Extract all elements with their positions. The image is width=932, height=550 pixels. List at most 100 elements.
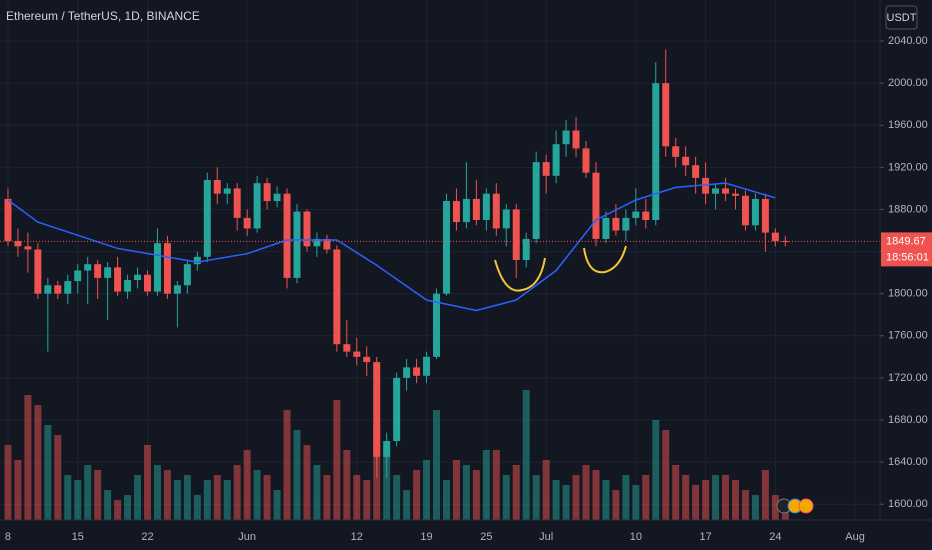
candle-body <box>562 130 570 145</box>
volume-bar <box>761 470 769 520</box>
volume-bar <box>452 460 460 520</box>
volume-bar <box>492 450 500 520</box>
volume-bar <box>94 470 102 520</box>
volume-bar <box>193 495 201 520</box>
last-price-tag <box>881 232 932 267</box>
volume-bar <box>14 460 22 520</box>
volume-bar <box>542 460 550 520</box>
y-tick-label: 1680.00 <box>888 414 928 426</box>
x-tick-label: 15 <box>72 531 84 543</box>
candle-body <box>741 195 749 226</box>
drawing-arc <box>583 245 627 274</box>
candle-body <box>273 193 281 202</box>
volume-bar <box>34 405 42 520</box>
volume-bar <box>163 470 171 520</box>
candle-body <box>163 243 171 294</box>
x-tick-label: Jun <box>238 531 256 543</box>
volume-bar <box>532 475 540 520</box>
moving-average <box>7 182 776 312</box>
candle-body <box>243 217 251 229</box>
volume-bar <box>253 470 261 520</box>
candle-body <box>343 344 351 352</box>
x-tick-label: 22 <box>141 531 153 543</box>
candle-body <box>373 362 381 457</box>
x-tick-label: 17 <box>699 531 711 543</box>
candle-body <box>732 193 739 196</box>
y-tick-label: 2000.00 <box>888 77 928 89</box>
drawing-arc <box>494 257 546 292</box>
volume-bar <box>24 395 32 520</box>
candle-body <box>233 188 241 218</box>
volume-bar <box>413 470 421 520</box>
volume-bar <box>273 490 281 520</box>
volume-bar <box>522 390 530 520</box>
candle-body <box>14 241 22 247</box>
x-tick-label: 25 <box>480 531 492 543</box>
candle-body <box>702 177 710 194</box>
volume-bar <box>173 480 181 520</box>
candle-body <box>502 209 510 229</box>
candle-body <box>761 198 769 233</box>
candle-body <box>482 193 490 220</box>
candle-body <box>403 367 411 378</box>
volume-bar <box>353 475 361 520</box>
x-tick-label: 8 <box>5 531 11 543</box>
candle-body <box>602 217 610 239</box>
volume-bar <box>313 465 321 520</box>
candle-body <box>313 238 321 247</box>
volume-bar <box>732 480 739 520</box>
volume-bar <box>153 465 161 520</box>
volume-bar <box>632 485 640 520</box>
volume-bar <box>124 495 132 520</box>
volume-bar <box>54 435 62 520</box>
candle-body <box>622 217 630 231</box>
y-tick-label: 1800.00 <box>888 288 928 300</box>
y-tick-label: 1880.00 <box>888 203 928 215</box>
candle-body <box>173 285 181 294</box>
x-tick-label: 10 <box>630 531 642 543</box>
volume-bar <box>502 475 510 520</box>
volume-bar <box>433 410 440 520</box>
candle-body <box>442 201 450 294</box>
y-tick-label: 1760.00 <box>888 330 928 342</box>
last-price-label: 1849.67 <box>886 235 926 247</box>
volume-bar <box>771 495 779 520</box>
volume-bar <box>213 475 221 520</box>
volume-bar <box>652 420 660 520</box>
volume-bar <box>383 450 391 520</box>
y-tick-label: 2040.00 <box>888 35 928 47</box>
volume-bar <box>692 485 700 520</box>
candle-body <box>104 267 112 278</box>
candle-body <box>353 351 361 357</box>
candle-body <box>582 148 590 173</box>
candle-body <box>612 217 620 231</box>
currency-button-frame[interactable] <box>885 5 918 30</box>
volume-bar <box>622 475 630 520</box>
volume-bar <box>393 475 401 520</box>
volume-bar <box>4 445 12 520</box>
volume-bar <box>712 475 720 520</box>
currency-button[interactable]: USDT <box>887 12 917 24</box>
y-tick-label: 1600.00 <box>888 498 928 510</box>
candle-body <box>552 144 560 176</box>
volume-bar <box>462 465 470 520</box>
candle-body <box>64 281 72 294</box>
volume-bar <box>702 480 710 520</box>
candle-body <box>751 198 759 226</box>
volume-bar <box>303 445 311 520</box>
candle-body <box>642 211 650 220</box>
volume-bar <box>423 460 431 520</box>
candle-body <box>393 377 401 442</box>
candle-body <box>84 264 92 271</box>
candle-body <box>94 264 102 278</box>
candle-body <box>124 280 132 292</box>
candle-body <box>24 246 32 250</box>
volume-bar <box>333 400 341 520</box>
volume-bar <box>582 465 590 520</box>
x-tick-label: Jul <box>539 531 553 543</box>
candle-body <box>54 285 62 294</box>
volume-bar <box>203 480 211 520</box>
x-tick-label: 24 <box>769 531 781 543</box>
volume-bar <box>233 465 241 520</box>
